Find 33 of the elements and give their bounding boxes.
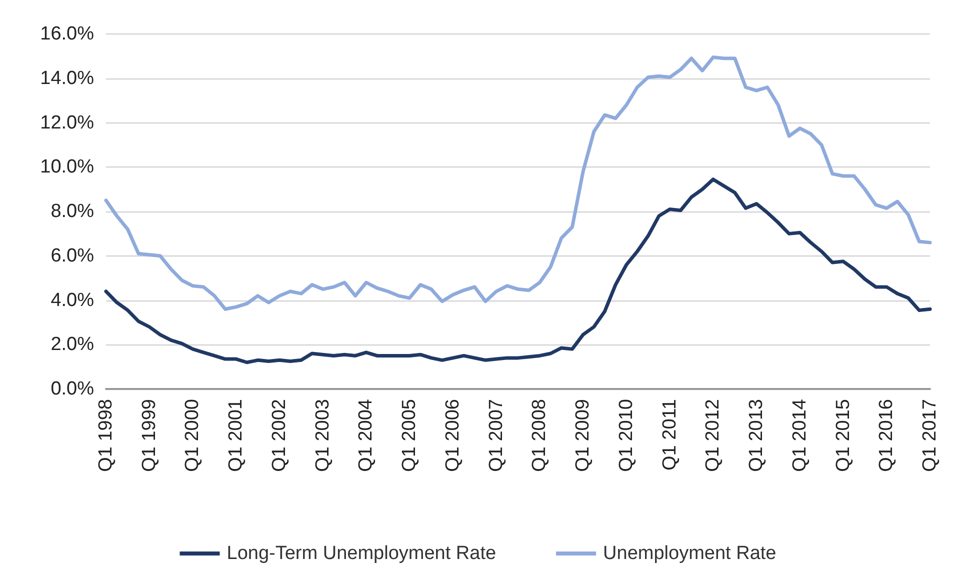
x-tick-label: Q1 2017 [920, 399, 940, 472]
y-tick-label: 14.0% [40, 68, 94, 89]
y-tick-label: 12.0% [40, 112, 94, 134]
y-tick-label: 10.0% [40, 156, 94, 178]
y-tick-label: 6.0% [50, 245, 94, 266]
x-tick-label: Q1 2009 [572, 399, 594, 472]
x-tick-label: Q1 2003 [312, 399, 334, 472]
legend-label: Long-Term Unemployment Rate [226, 543, 496, 564]
y-tick-label: 8.0% [50, 201, 94, 222]
x-tick-label: Q1 2006 [442, 399, 464, 472]
line-series [104, 56, 932, 311]
x-tick-label: Q1 2010 [616, 399, 637, 472]
x-tick-label: Q1 1999 [138, 399, 160, 472]
x-tick-label: Q1 2007 [486, 399, 507, 472]
x-tick-label: Q1 2011 [659, 399, 680, 470]
x-tick-label: Q1 2005 [399, 399, 420, 472]
y-tick-label: 4.0% [50, 290, 94, 311]
x-tick-label: Q1 2002 [268, 399, 290, 472]
x-tick-label: Q1 2016 [876, 399, 898, 472]
x-tick-label: Q1 2004 [356, 398, 377, 472]
x-tick-label: Q1 2000 [182, 399, 204, 472]
x-tick-label: Q1 2012 [702, 399, 724, 472]
x-tick-label: Q1 2015 [832, 399, 854, 472]
legend-label: Unemployment Rate [603, 543, 776, 564]
y-tick-label: 2.0% [50, 334, 94, 356]
x-tick-label: Q1 2008 [529, 399, 550, 472]
x-tick-label: Q1 2013 [746, 399, 768, 472]
x-tick-label: Q1 1998 [96, 399, 116, 472]
x-tick-label: Q1 2001 [226, 399, 247, 472]
y-tick-label: 0.0% [50, 378, 94, 400]
x-tick-label: Q1 2014 [789, 398, 810, 472]
line-series [104, 178, 932, 364]
y-tick-label: 16.0% [40, 24, 94, 44]
